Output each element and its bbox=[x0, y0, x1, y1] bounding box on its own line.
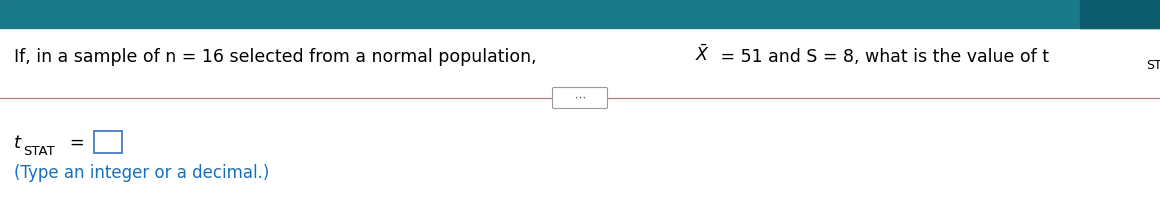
Text: STAT: STAT bbox=[1146, 59, 1160, 72]
FancyBboxPatch shape bbox=[552, 87, 608, 108]
Text: $\bar{X}$: $\bar{X}$ bbox=[696, 44, 710, 65]
FancyBboxPatch shape bbox=[94, 131, 122, 153]
Text: =: = bbox=[64, 134, 85, 152]
Bar bbox=[1080, 0, 1160, 28]
Text: ⋯: ⋯ bbox=[574, 93, 586, 103]
Text: t: t bbox=[14, 134, 21, 152]
Text: (Type an integer or a decimal.): (Type an integer or a decimal.) bbox=[14, 164, 269, 182]
Text: STAT: STAT bbox=[23, 145, 55, 158]
Text: If, in a sample of n = 16 selected from a normal population,: If, in a sample of n = 16 selected from … bbox=[14, 48, 542, 66]
Bar bbox=[0, 0, 1160, 28]
Text: = 51 and S = 8, what is the value of t: = 51 and S = 8, what is the value of t bbox=[715, 48, 1049, 66]
